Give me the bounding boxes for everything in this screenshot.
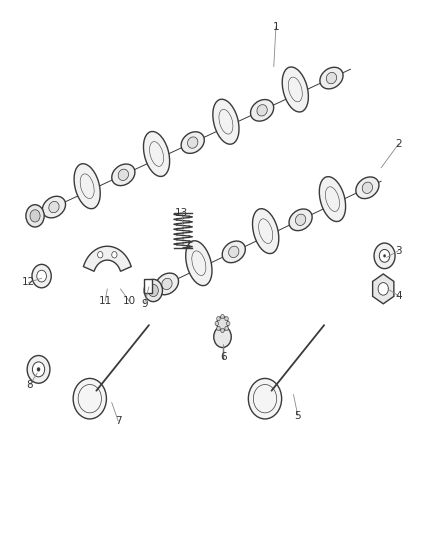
Circle shape [217,317,220,321]
Polygon shape [83,246,131,271]
Text: 7: 7 [115,416,122,426]
Circle shape [248,378,282,419]
Circle shape [383,254,386,257]
Ellipse shape [155,273,179,295]
Text: 9: 9 [141,299,148,309]
Circle shape [221,328,224,333]
Text: 11: 11 [99,296,112,306]
Circle shape [37,270,46,282]
Polygon shape [373,274,394,304]
Ellipse shape [251,100,274,121]
Text: 12: 12 [22,278,35,287]
Ellipse shape [282,67,308,112]
Text: 10: 10 [123,296,136,306]
Circle shape [225,317,228,321]
Ellipse shape [187,137,198,148]
Circle shape [374,243,395,269]
Ellipse shape [319,176,346,222]
Ellipse shape [144,132,170,176]
Ellipse shape [181,132,204,154]
Ellipse shape [257,104,267,116]
Circle shape [27,356,50,383]
Circle shape [37,367,40,372]
Text: 4: 4 [395,291,402,301]
Text: 2: 2 [395,139,402,149]
Circle shape [217,317,228,330]
Text: 8: 8 [26,380,33,390]
Text: 13: 13 [175,208,188,218]
Ellipse shape [320,67,343,89]
Circle shape [378,282,389,295]
Circle shape [30,210,40,222]
Circle shape [32,264,51,288]
Ellipse shape [213,99,239,144]
Ellipse shape [186,241,212,286]
Circle shape [379,249,390,262]
Ellipse shape [74,164,100,209]
Circle shape [215,321,219,326]
Ellipse shape [289,209,312,231]
Ellipse shape [356,177,379,199]
Ellipse shape [362,182,373,193]
Ellipse shape [326,72,337,84]
Circle shape [144,279,162,302]
Ellipse shape [112,164,135,185]
Circle shape [32,362,45,377]
Circle shape [214,326,231,348]
Ellipse shape [49,201,59,213]
Text: 6: 6 [220,352,227,362]
Text: 1: 1 [272,22,279,31]
Circle shape [73,378,106,419]
Ellipse shape [295,214,306,225]
Ellipse shape [162,278,172,289]
Circle shape [225,326,228,330]
Ellipse shape [118,169,128,181]
Text: 5: 5 [294,411,301,421]
Circle shape [221,314,224,319]
Circle shape [226,321,230,326]
Circle shape [217,326,220,330]
Ellipse shape [42,196,66,218]
Circle shape [26,205,44,227]
Ellipse shape [222,241,245,263]
Bar [144,279,152,293]
Text: 3: 3 [395,246,402,255]
Circle shape [148,285,158,296]
Circle shape [98,252,103,258]
Circle shape [112,252,117,258]
Ellipse shape [253,209,279,254]
Ellipse shape [229,246,239,257]
